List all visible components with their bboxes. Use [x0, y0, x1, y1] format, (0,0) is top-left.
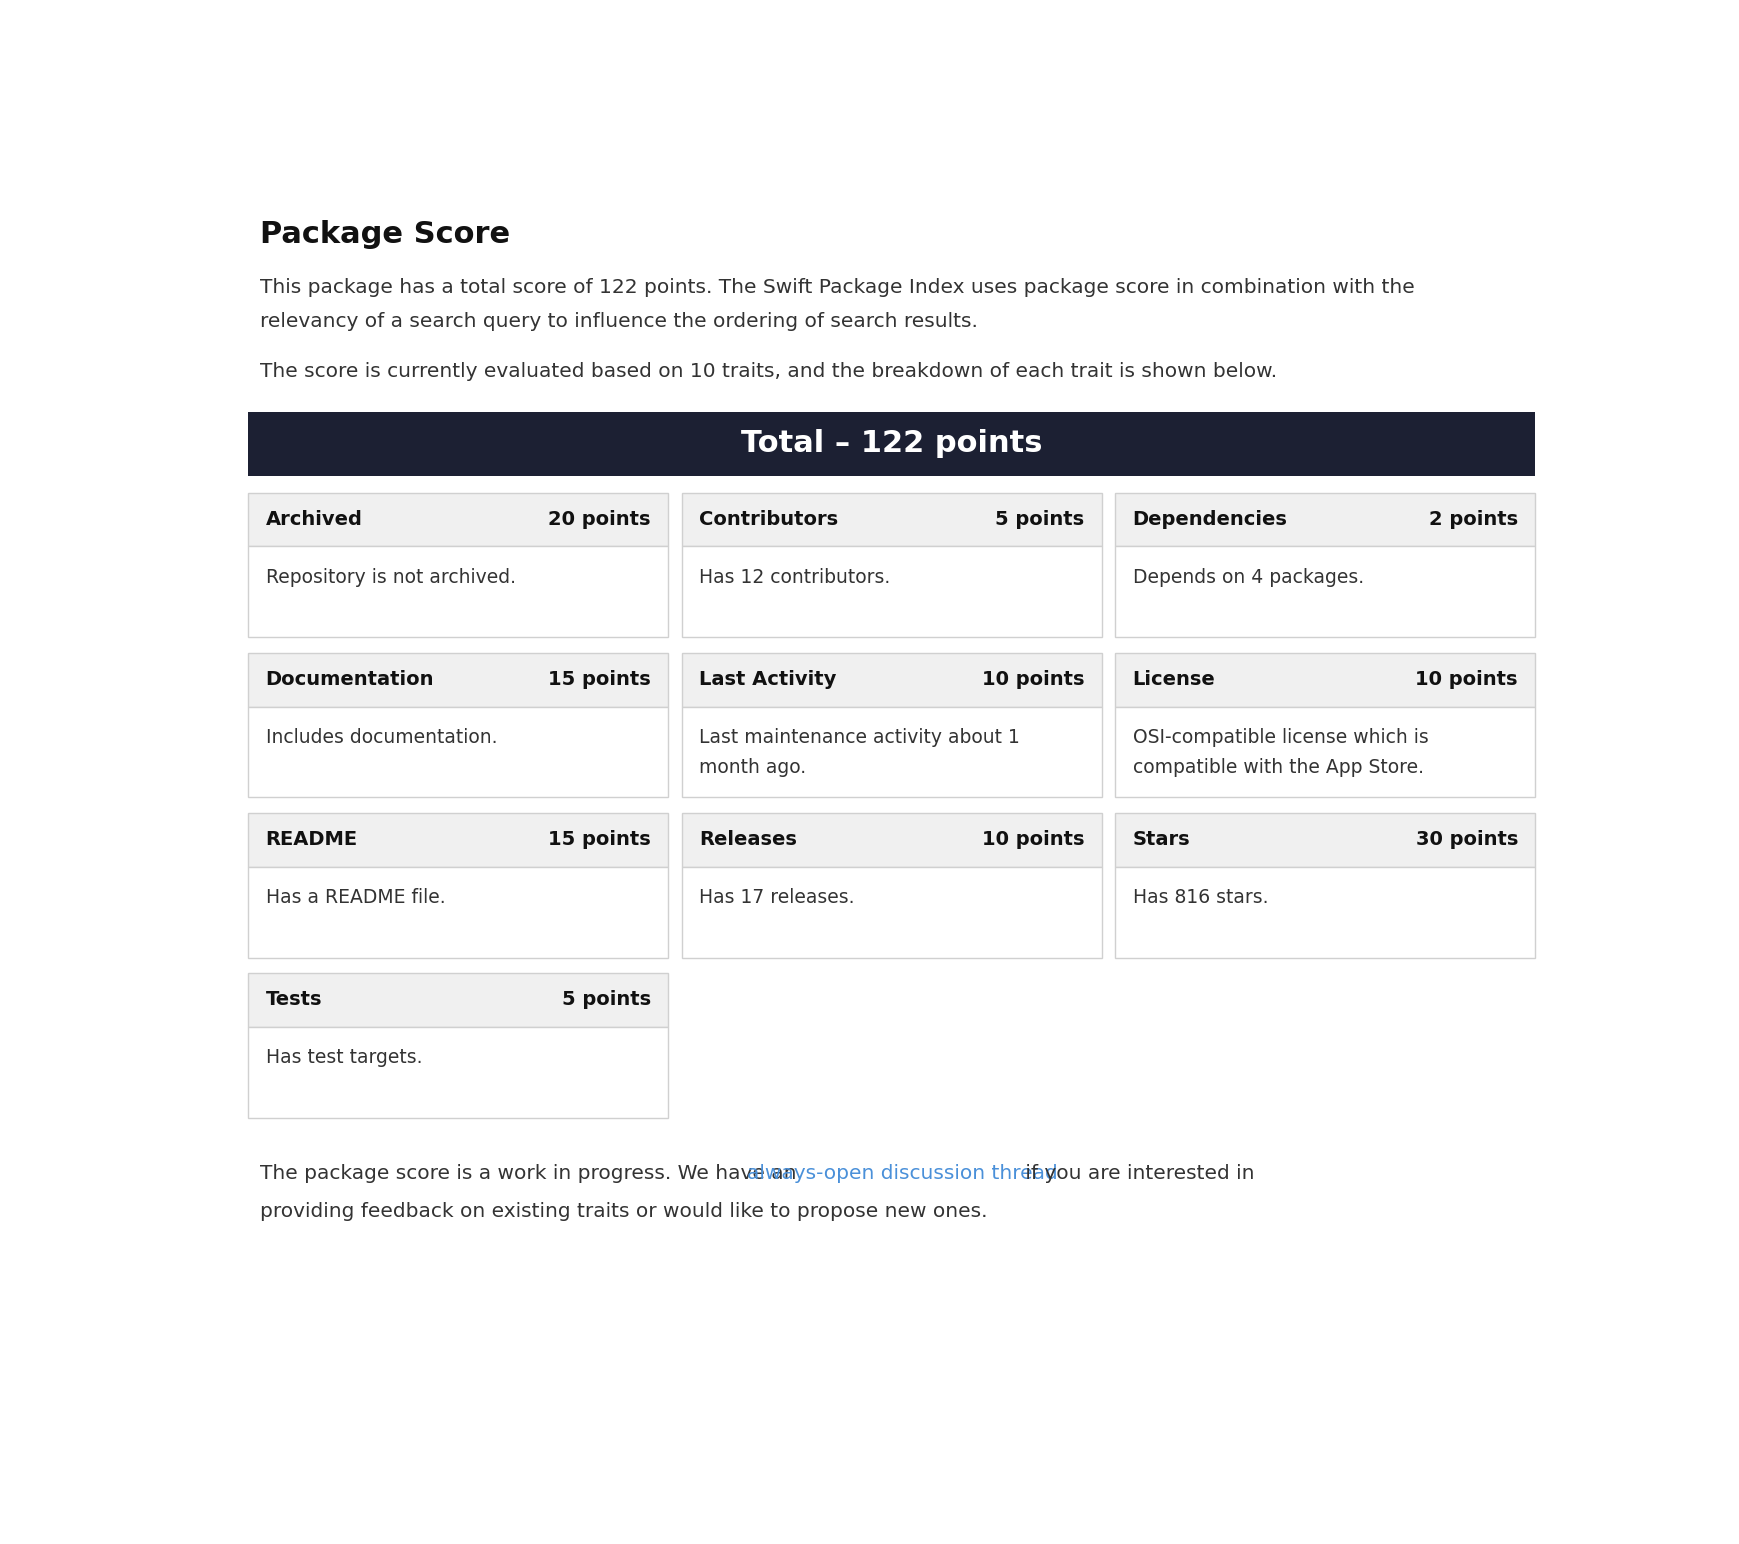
Text: 10 points: 10 points: [981, 670, 1083, 689]
FancyBboxPatch shape: [1115, 707, 1534, 797]
FancyBboxPatch shape: [682, 707, 1101, 797]
Text: Has 12 contributors.: Has 12 contributors.: [699, 568, 890, 587]
FancyBboxPatch shape: [682, 866, 1101, 957]
FancyBboxPatch shape: [1115, 866, 1534, 957]
Text: Total – 122 points: Total – 122 points: [741, 429, 1042, 459]
Text: License: License: [1132, 670, 1214, 689]
Text: README: README: [266, 831, 358, 849]
Text: 15 points: 15 points: [548, 831, 650, 849]
Text: Archived: Archived: [266, 510, 362, 530]
FancyBboxPatch shape: [249, 1027, 668, 1118]
Text: if you are interested in: if you are interested in: [1017, 1164, 1254, 1183]
Text: This package has a total score of 122 points. The Swift Package Index uses packa: This package has a total score of 122 po…: [259, 278, 1414, 296]
Text: 5 points: 5 points: [995, 510, 1083, 530]
Text: 2 points: 2 points: [1428, 510, 1516, 530]
FancyBboxPatch shape: [249, 707, 668, 797]
Text: Last maintenance activity about 1
month ago.: Last maintenance activity about 1 month …: [699, 729, 1019, 777]
FancyBboxPatch shape: [249, 493, 668, 547]
Text: Depends on 4 packages.: Depends on 4 packages.: [1132, 568, 1363, 587]
Text: Stars: Stars: [1132, 831, 1189, 849]
FancyBboxPatch shape: [1115, 653, 1534, 707]
Text: Tests: Tests: [266, 990, 322, 1010]
Text: 10 points: 10 points: [1414, 670, 1516, 689]
Text: Dependencies: Dependencies: [1132, 510, 1287, 530]
Text: Includes documentation.: Includes documentation.: [266, 729, 497, 747]
Text: The package score is a work in progress. We have an: The package score is a work in progress.…: [259, 1164, 802, 1183]
Text: Package Score: Package Score: [259, 219, 510, 249]
FancyBboxPatch shape: [1115, 812, 1534, 866]
FancyBboxPatch shape: [682, 493, 1101, 547]
FancyBboxPatch shape: [249, 653, 668, 707]
Text: Has test targets.: Has test targets.: [266, 1048, 423, 1067]
Text: Last Activity: Last Activity: [699, 670, 836, 689]
Text: The score is currently evaluated based on 10 traits, and the breakdown of each t: The score is currently evaluated based o…: [259, 363, 1276, 381]
Text: Has 816 stars.: Has 816 stars.: [1132, 888, 1268, 908]
Text: 15 points: 15 points: [548, 670, 650, 689]
Text: Releases: Releases: [699, 831, 796, 849]
Text: providing feedback on existing traits or would like to propose new ones.: providing feedback on existing traits or…: [259, 1203, 988, 1221]
Text: Contributors: Contributors: [699, 510, 838, 530]
FancyBboxPatch shape: [249, 412, 1534, 476]
FancyBboxPatch shape: [682, 653, 1101, 707]
Text: 5 points: 5 points: [562, 990, 650, 1010]
Text: Repository is not archived.: Repository is not archived.: [266, 568, 515, 587]
Text: Has 17 releases.: Has 17 releases.: [699, 888, 854, 908]
FancyBboxPatch shape: [249, 866, 668, 957]
Text: OSI-compatible license which is
compatible with the App Store.: OSI-compatible license which is compatib…: [1132, 729, 1428, 777]
Text: Documentation: Documentation: [266, 670, 433, 689]
Text: 10 points: 10 points: [981, 831, 1083, 849]
Text: 30 points: 30 points: [1416, 831, 1516, 849]
Text: always-open discussion thread: always-open discussion thread: [746, 1164, 1057, 1183]
Text: Has a README file.: Has a README file.: [266, 888, 445, 908]
FancyBboxPatch shape: [682, 547, 1101, 638]
FancyBboxPatch shape: [249, 812, 668, 866]
FancyBboxPatch shape: [1115, 493, 1534, 547]
FancyBboxPatch shape: [682, 812, 1101, 866]
Text: relevancy of a search query to influence the ordering of search results.: relevancy of a search query to influence…: [259, 312, 977, 330]
Text: 20 points: 20 points: [548, 510, 650, 530]
FancyBboxPatch shape: [1115, 547, 1534, 638]
FancyBboxPatch shape: [249, 973, 668, 1027]
FancyBboxPatch shape: [249, 547, 668, 638]
